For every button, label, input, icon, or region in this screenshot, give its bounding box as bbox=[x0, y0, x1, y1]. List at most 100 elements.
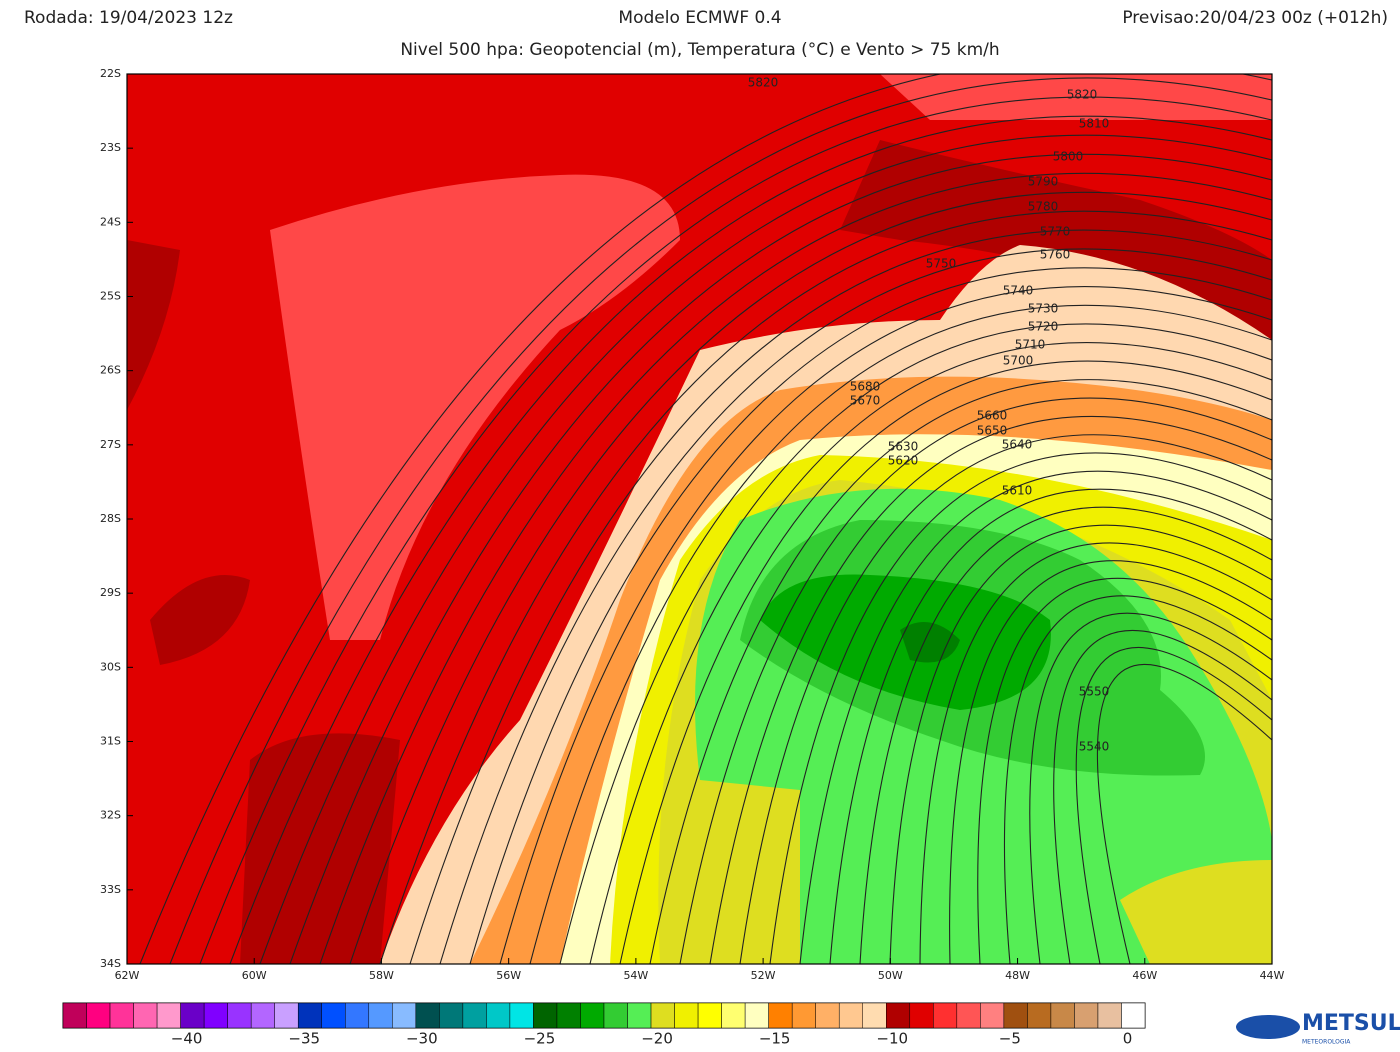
lat-label: 30S bbox=[100, 660, 121, 673]
geopotential-contour bbox=[829, 488, 1272, 964]
geopotential-contour bbox=[1053, 629, 1272, 964]
lat-label: 28S bbox=[100, 512, 121, 525]
colorbar-label: −15 bbox=[759, 1030, 791, 1048]
colorbar-label: −20 bbox=[641, 1030, 673, 1048]
colorbar-label: 0 bbox=[1123, 1030, 1133, 1048]
contour-label: 5640 bbox=[1002, 438, 1033, 452]
colorbar-swatch bbox=[62, 1002, 87, 1029]
lat-label: 31S bbox=[100, 735, 121, 748]
geopotential-contour bbox=[379, 210, 1272, 964]
colorbar-swatch bbox=[1097, 1002, 1122, 1029]
colorbar-swatch bbox=[415, 1002, 440, 1029]
colorbar-swatch bbox=[627, 1002, 652, 1029]
contour-label: 5790 bbox=[1028, 175, 1059, 189]
lon-label: 58W bbox=[369, 969, 394, 982]
colorbar-swatch bbox=[250, 1002, 275, 1029]
contour-label: 5670 bbox=[850, 394, 881, 408]
contour-label: 5710 bbox=[1015, 338, 1046, 352]
geopotential-contour bbox=[649, 379, 1272, 964]
geopotential-contour bbox=[259, 134, 1272, 964]
colorbar-swatch bbox=[1121, 1002, 1146, 1029]
lon-label: 54W bbox=[623, 969, 648, 982]
colorbar-swatch bbox=[203, 1002, 228, 1029]
contour-label: 5680 bbox=[850, 380, 881, 394]
colorbar-swatch bbox=[650, 1002, 675, 1029]
colorbar-label: −10 bbox=[876, 1030, 908, 1048]
geopotential-contour bbox=[469, 267, 1272, 964]
geopotential-contour bbox=[229, 115, 1272, 964]
colorbar-swatch bbox=[886, 1002, 911, 1029]
lat-label: 29S bbox=[100, 586, 121, 599]
colorbar-swatch bbox=[533, 1002, 558, 1029]
geopotential-contour bbox=[709, 415, 1272, 964]
geopotential-contour bbox=[859, 506, 1272, 964]
contour-label: 5800 bbox=[1053, 150, 1084, 164]
colorbar-label: −30 bbox=[406, 1030, 438, 1048]
lon-label: 60W bbox=[242, 969, 267, 982]
colorbar-swatch bbox=[933, 1002, 958, 1029]
colorbar-swatch bbox=[862, 1002, 887, 1029]
colorbar-swatch bbox=[697, 1002, 722, 1029]
lat-label: 33S bbox=[100, 883, 121, 896]
contour-label: 5610 bbox=[1002, 484, 1033, 498]
colorbar-swatch bbox=[439, 1002, 464, 1029]
colorbar-swatch bbox=[791, 1002, 816, 1029]
colorbar-swatch bbox=[109, 1002, 134, 1029]
geopotential-contour bbox=[949, 560, 1272, 964]
contour-label: 5820 bbox=[1067, 88, 1098, 102]
colorbar-swatch bbox=[345, 1002, 370, 1029]
colorbar-swatch bbox=[462, 1002, 487, 1029]
subtitle: Nivel 500 hpa: Geopotencial (m), Tempera… bbox=[400, 40, 999, 60]
colorbar-swatch bbox=[321, 1002, 346, 1029]
geopotential-contour bbox=[289, 153, 1272, 964]
geopotential-contour bbox=[889, 524, 1272, 964]
colorbar-swatch bbox=[674, 1002, 699, 1029]
colorbar-label: −35 bbox=[288, 1030, 320, 1048]
geopotential-contour bbox=[1004, 595, 1272, 964]
colorbar-label: −5 bbox=[999, 1030, 1021, 1048]
colorbar-swatch bbox=[1027, 1002, 1052, 1029]
lat-label: 27S bbox=[100, 438, 121, 451]
colorbar-swatch bbox=[180, 1002, 205, 1029]
geopotential-contour bbox=[589, 342, 1272, 964]
colorbar-swatch bbox=[392, 1002, 417, 1029]
lon-label: 48W bbox=[1005, 969, 1030, 982]
lat-label: 22S bbox=[100, 67, 121, 80]
geopotential-contour bbox=[1029, 612, 1272, 964]
forecast-label: Previsao:20/04/23 00z (+012h) bbox=[1122, 8, 1388, 28]
geopotential-contour bbox=[139, 74, 1272, 964]
colorbar-swatch bbox=[909, 1002, 934, 1029]
geopotential-contour bbox=[349, 191, 1272, 964]
contour-label: 5660 bbox=[977, 409, 1008, 423]
contour-label: 5750 bbox=[926, 257, 957, 271]
geopotential-contour bbox=[319, 172, 1272, 964]
colorbar-swatch bbox=[1050, 1002, 1075, 1029]
lon-label: 56W bbox=[496, 969, 521, 982]
geopotential-contour bbox=[919, 542, 1272, 964]
colorbar-swatch bbox=[1003, 1002, 1028, 1029]
colorbar-swatch bbox=[274, 1002, 299, 1029]
geopotential-contour bbox=[769, 452, 1272, 964]
colorbar-swatch bbox=[815, 1002, 840, 1029]
colorbar-swatch bbox=[721, 1002, 746, 1029]
geopotential-contour bbox=[679, 397, 1272, 964]
colorbar-swatch bbox=[744, 1002, 769, 1029]
colorbar-swatch bbox=[227, 1002, 252, 1029]
map-field bbox=[127, 74, 1272, 964]
model-label: Modelo ECMWF 0.4 bbox=[618, 8, 781, 28]
colorbar-swatch bbox=[556, 1002, 581, 1029]
geopotential-contour bbox=[409, 229, 1272, 964]
colorbar-swatch bbox=[956, 1002, 981, 1029]
colorbar-swatch bbox=[297, 1002, 322, 1029]
colorbar-swatch bbox=[133, 1002, 158, 1029]
colorbar-label: −40 bbox=[171, 1030, 203, 1048]
logo-icon bbox=[1236, 1015, 1300, 1039]
geopotential-contour bbox=[619, 360, 1272, 964]
lon-label: 62W bbox=[115, 969, 140, 982]
contour-label: 5540 bbox=[1079, 740, 1110, 754]
colorbar-swatch bbox=[980, 1002, 1005, 1029]
lat-label: 25S bbox=[100, 290, 121, 303]
contour-label: 5620 bbox=[888, 454, 919, 468]
colorbar-label: −25 bbox=[524, 1030, 556, 1048]
contour-label: 5820 bbox=[748, 76, 779, 90]
